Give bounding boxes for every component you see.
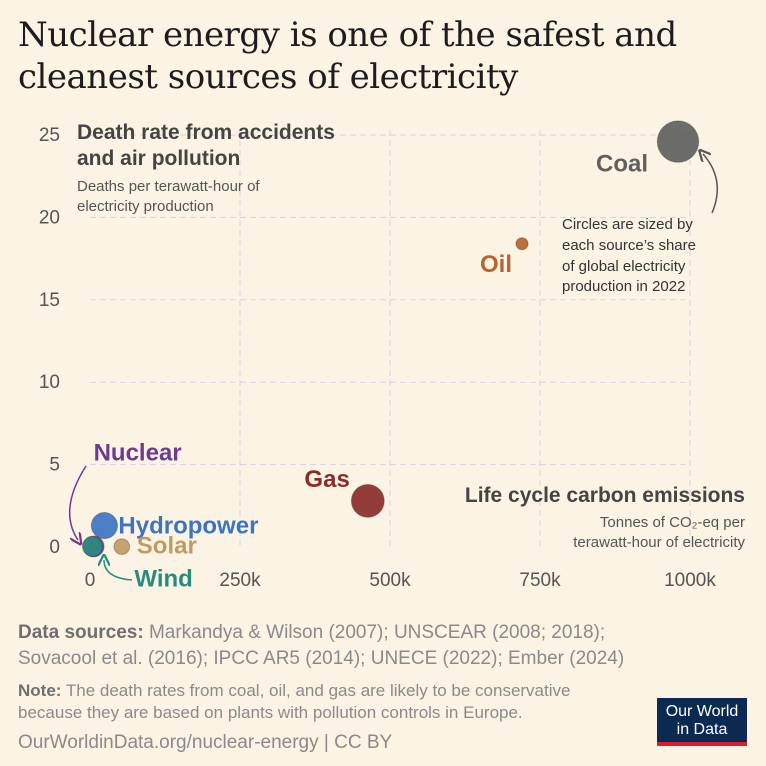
x-tick-label: 1000k xyxy=(664,570,716,591)
note: Note: The death rates from coal, oil, an… xyxy=(18,680,658,724)
gas-point xyxy=(350,483,385,518)
annotation-line-1: Circles are sized by xyxy=(562,216,693,233)
nuclear-label: Nuclear xyxy=(94,440,182,467)
y-axis-subtitle-line-1: Deaths per terawatt-hour of xyxy=(77,178,260,195)
oil-label: Oil xyxy=(480,251,512,278)
title-line-1: Nuclear energy is one of the safest and xyxy=(18,15,677,55)
y-tick-label: 25 xyxy=(39,125,60,146)
x-axis-subtitle-line-1: Tonnes of CO₂-eq per xyxy=(600,514,745,531)
note-text-line-2: because they are based on plants with po… xyxy=(18,703,523,722)
hydropower-point xyxy=(90,511,118,540)
y-tick-label: 20 xyxy=(39,207,60,228)
y-axis-subtitle-line-2: electricity production xyxy=(77,198,214,215)
x-axis-title: Life cycle carbon emissions xyxy=(465,484,745,507)
gas-label: Gas xyxy=(304,466,349,493)
x-tick-label: 250k xyxy=(219,570,261,591)
y-axis-title-line-1: Death rate from accidents xyxy=(77,121,335,144)
logo-red-bar xyxy=(657,742,747,746)
y-tick-label: 15 xyxy=(39,290,60,311)
data-points xyxy=(82,120,700,558)
credit-link[interactable]: OurWorldinData.org/nuclear-energy | CC B… xyxy=(18,732,393,753)
logo-line-2: in Data xyxy=(676,721,728,738)
x-axis-subtitle-line-2: terawatt-hour of electricity xyxy=(573,534,745,551)
wind-label: Wind xyxy=(134,565,192,592)
nuclear-label-arrow xyxy=(68,465,87,540)
note-label: Note: xyxy=(18,681,62,700)
coal-label: Coal xyxy=(596,151,648,178)
hydropower-label: Hydropower xyxy=(118,513,258,540)
annotation-line-3: of global electricity xyxy=(562,258,686,275)
annotation-line-4: production in 2022 xyxy=(562,278,685,295)
chart-title: Nuclear energy is one of the safest and … xyxy=(18,14,748,98)
title-line-2: cleanest sources of electricity xyxy=(18,57,518,97)
y-tick-label: 0 xyxy=(49,537,60,558)
sources-label: Data sources: xyxy=(18,622,144,643)
x-tick-labels: 0 250k 500k 750k 1000k xyxy=(85,570,717,591)
oil-point xyxy=(515,237,529,251)
note-text-line-1: The death rates from coal, oil, and gas … xyxy=(61,681,571,700)
scatter-chart: 0 5 10 15 20 25 0 250k 500k 750k 1000k Death rate… xyxy=(39,120,745,593)
solar-label: Solar xyxy=(137,533,197,560)
y-axis-title-line-2: and air pollution xyxy=(77,147,240,170)
data-sources: Data sources: Markandya & Wilson (2007);… xyxy=(18,620,658,672)
sources-text-line-2: Sovacool et al. (2016); IPCC AR5 (2014);… xyxy=(18,648,625,669)
wind-point xyxy=(82,535,103,557)
sources-text-line-1: Markandya & Wilson (2007); UNSCEAR (2008… xyxy=(143,622,606,643)
owid-logo[interactable]: Our World in Data xyxy=(657,698,747,746)
grid-lines xyxy=(90,130,691,547)
x-tick-label: 0 xyxy=(85,570,96,591)
solar-point xyxy=(113,538,131,555)
annotation-line-2: each source’s share xyxy=(562,237,696,254)
y-tick-label: 5 xyxy=(49,455,60,476)
coal-point xyxy=(656,120,700,163)
x-tick-label: 500k xyxy=(369,570,411,591)
wind-label-arrow xyxy=(104,560,133,581)
x-tick-label: 750k xyxy=(519,570,561,591)
y-tick-labels: 0 5 10 15 20 25 xyxy=(39,125,60,558)
logo-line-1: Our World xyxy=(665,703,739,720)
coal-annotation-arrow xyxy=(703,154,718,214)
y-tick-label: 10 xyxy=(39,372,60,393)
